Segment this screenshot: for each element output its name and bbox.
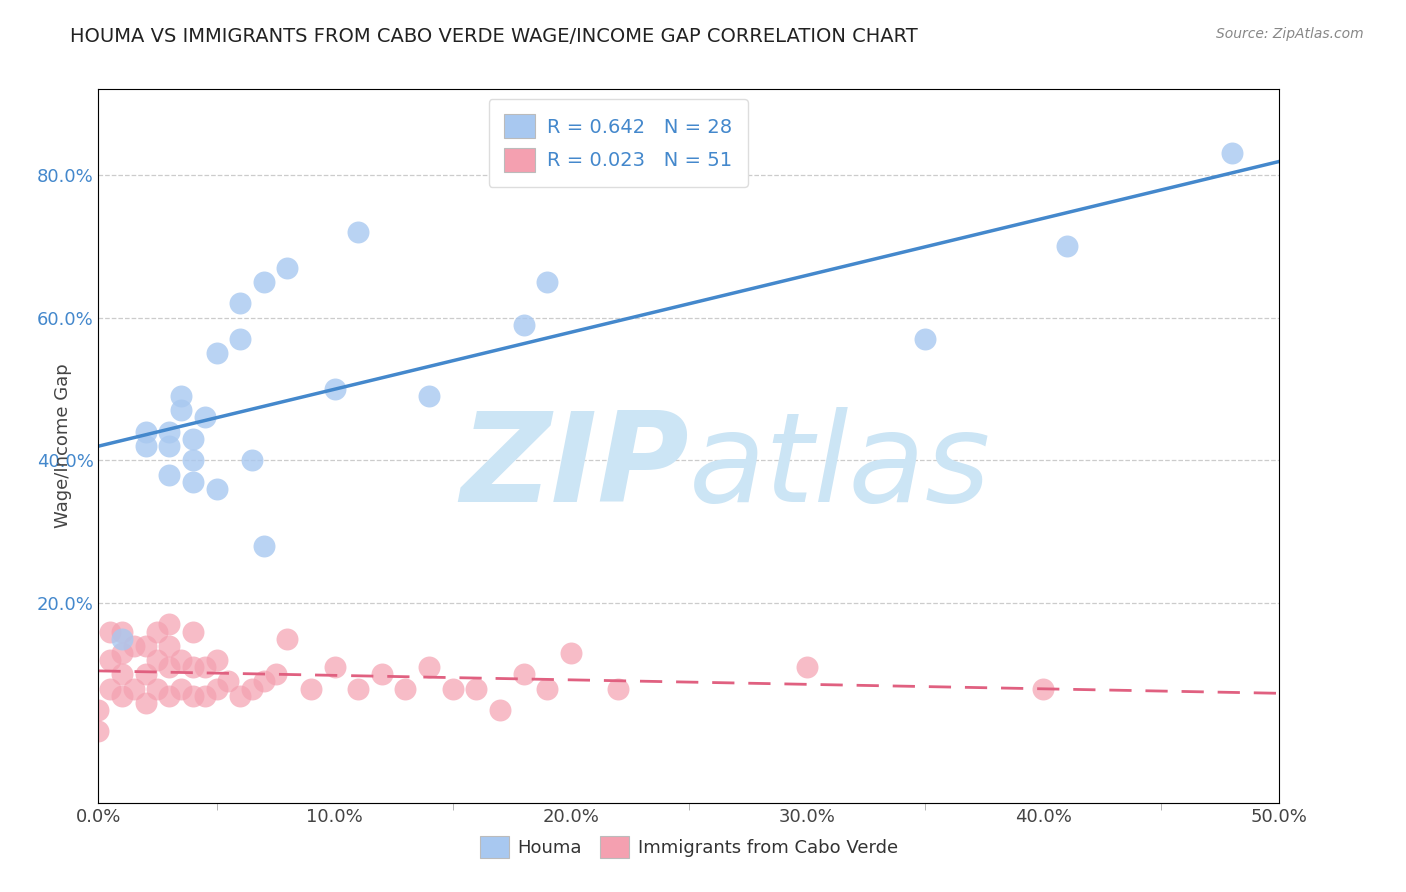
Point — [1032, 681, 1054, 696]
Point — [111, 624, 134, 639]
Text: Source: ZipAtlas.com: Source: ZipAtlas.com — [1216, 27, 1364, 41]
Point — [170, 403, 193, 417]
Point — [181, 689, 204, 703]
Point — [276, 632, 298, 646]
Point — [205, 653, 228, 667]
Point — [122, 639, 145, 653]
Point — [536, 681, 558, 696]
Point — [253, 275, 276, 289]
Point — [111, 667, 134, 681]
Point — [418, 660, 440, 674]
Point — [240, 453, 263, 467]
Point — [181, 624, 204, 639]
Point — [111, 646, 134, 660]
Point — [146, 624, 169, 639]
Point — [98, 681, 121, 696]
Point — [157, 639, 180, 653]
Point — [170, 681, 193, 696]
Point — [157, 617, 180, 632]
Point — [122, 681, 145, 696]
Point — [347, 681, 370, 696]
Point — [157, 425, 180, 439]
Point — [229, 689, 252, 703]
Point — [418, 389, 440, 403]
Point — [371, 667, 394, 681]
Point — [914, 332, 936, 346]
Text: atlas: atlas — [689, 407, 991, 528]
Point — [194, 410, 217, 425]
Point — [135, 667, 157, 681]
Point — [489, 703, 512, 717]
Point — [253, 539, 276, 553]
Point — [157, 467, 180, 482]
Point — [512, 667, 534, 681]
Point — [299, 681, 322, 696]
Point — [1220, 146, 1243, 161]
Legend: Houma, Immigrants from Cabo Verde: Houma, Immigrants from Cabo Verde — [472, 829, 905, 865]
Point — [536, 275, 558, 289]
Point — [111, 689, 134, 703]
Point — [157, 439, 180, 453]
Text: Wage/Income Gap: Wage/Income Gap — [55, 364, 72, 528]
Point — [181, 475, 204, 489]
Point — [276, 260, 298, 275]
Point — [194, 689, 217, 703]
Point — [157, 689, 180, 703]
Point — [560, 646, 582, 660]
Point — [135, 696, 157, 710]
Point — [217, 674, 239, 689]
Point — [264, 667, 287, 681]
Point — [347, 225, 370, 239]
Point — [181, 453, 204, 467]
Point — [465, 681, 488, 696]
Point — [146, 681, 169, 696]
Point — [194, 660, 217, 674]
Point — [98, 624, 121, 639]
Point — [607, 681, 630, 696]
Point — [170, 653, 193, 667]
Point — [181, 660, 204, 674]
Point — [441, 681, 464, 696]
Point — [229, 296, 252, 310]
Point — [181, 432, 204, 446]
Point — [87, 724, 110, 739]
Point — [157, 660, 180, 674]
Point — [796, 660, 818, 674]
Point — [323, 382, 346, 396]
Point — [205, 482, 228, 496]
Point — [394, 681, 416, 696]
Point — [87, 703, 110, 717]
Point — [253, 674, 276, 689]
Point — [1056, 239, 1078, 253]
Point — [111, 632, 134, 646]
Point — [205, 681, 228, 696]
Point — [240, 681, 263, 696]
Point — [98, 653, 121, 667]
Point — [323, 660, 346, 674]
Point — [170, 389, 193, 403]
Point — [146, 653, 169, 667]
Point — [135, 439, 157, 453]
Text: HOUMA VS IMMIGRANTS FROM CABO VERDE WAGE/INCOME GAP CORRELATION CHART: HOUMA VS IMMIGRANTS FROM CABO VERDE WAGE… — [70, 27, 918, 45]
Point — [135, 639, 157, 653]
Text: ZIP: ZIP — [460, 407, 689, 528]
Point — [229, 332, 252, 346]
Point — [135, 425, 157, 439]
Point — [205, 346, 228, 360]
Point — [512, 318, 534, 332]
